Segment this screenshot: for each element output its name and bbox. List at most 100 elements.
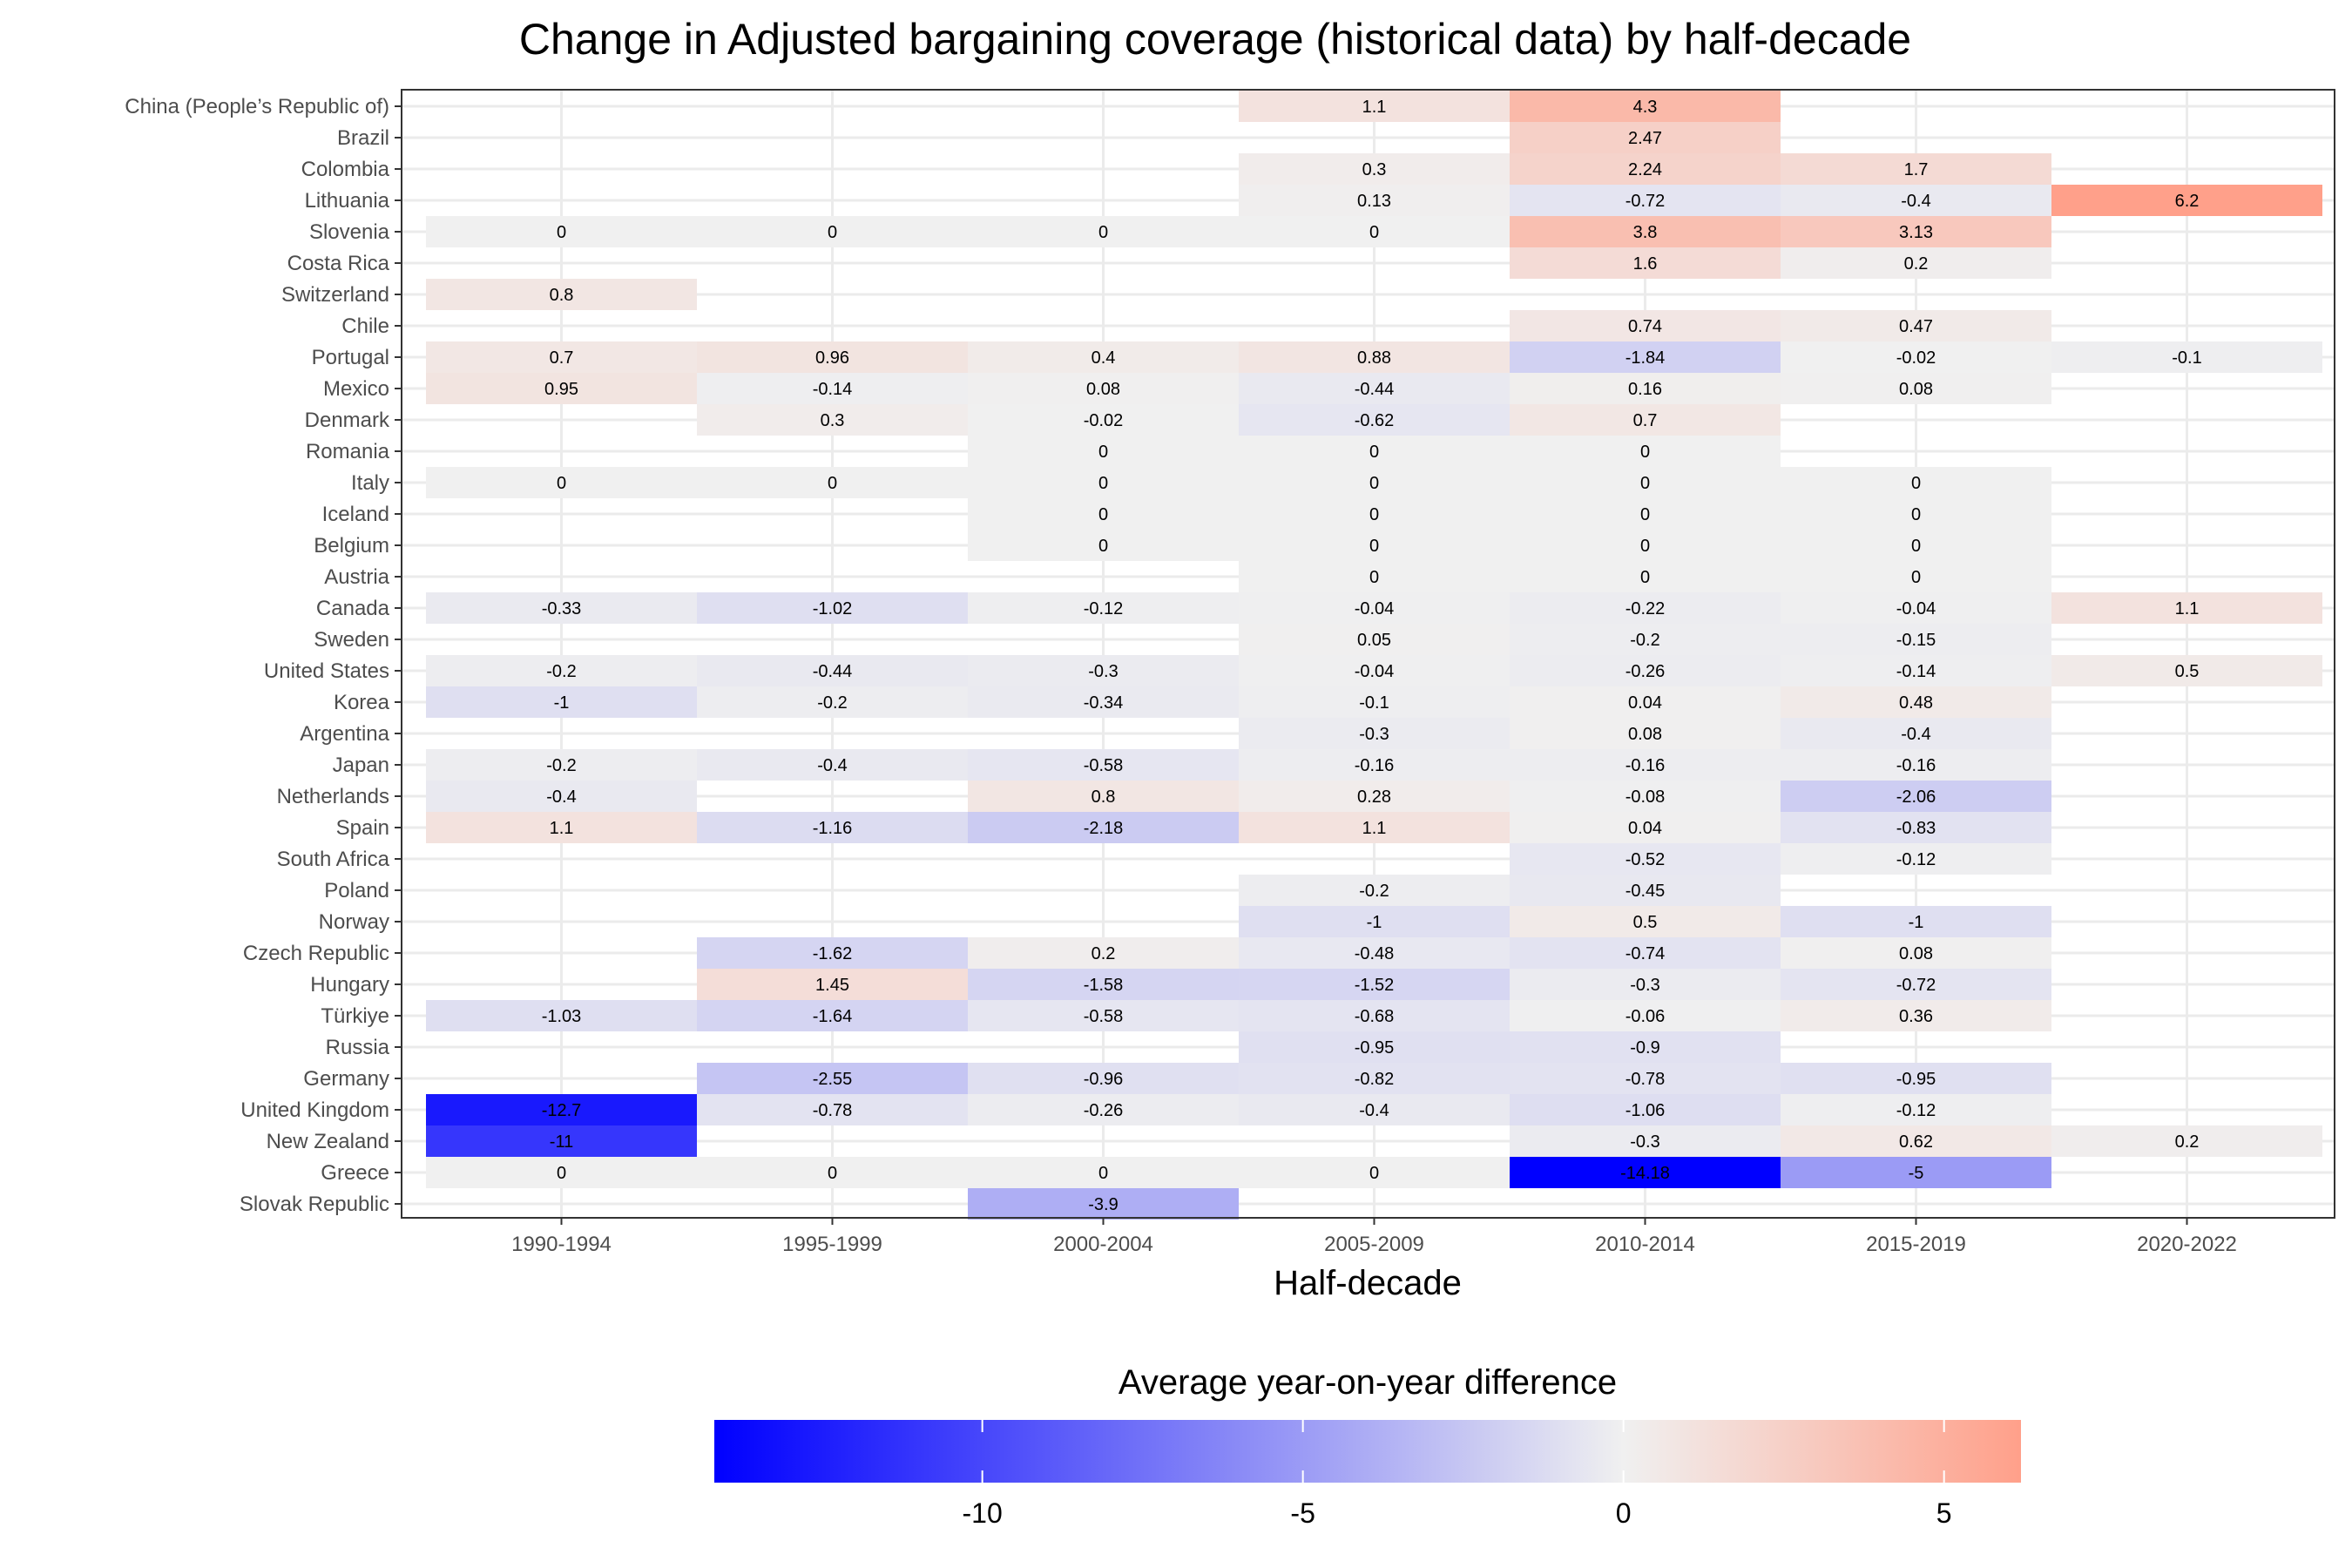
cell-value-label: 0 xyxy=(557,1164,566,1183)
cell-value-label: -0.12 xyxy=(1896,850,1936,869)
cell-value-label: -0.16 xyxy=(1896,756,1936,775)
heatmap-cell xyxy=(1239,467,1510,498)
heatmap-cell xyxy=(968,1063,1239,1094)
heatmap-cell xyxy=(1239,906,1510,937)
cell-value-label: 0.47 xyxy=(1899,317,1933,336)
cell-value-label: 0 xyxy=(1911,568,1921,587)
heatmap-cell xyxy=(697,969,968,1000)
cell-value-label: -2.18 xyxy=(1084,819,1124,838)
heatmap-cell xyxy=(426,1094,697,1125)
heatmap-cell xyxy=(1781,153,2051,185)
cell-value-label: 0 xyxy=(557,223,566,242)
x-tick-label-1990-1994: 1990-1994 xyxy=(511,1233,612,1256)
cell-value-label: -0.58 xyxy=(1084,756,1124,775)
y-tick-label-netherlands: Netherlands xyxy=(277,785,389,808)
y-tick-label-china-people-s-republic-of: China (People’s Republic of) xyxy=(125,95,389,118)
y-tick-label-hungary: Hungary xyxy=(310,973,389,997)
heatmap-cell xyxy=(1781,467,2051,498)
y-tick-label-russia: Russia xyxy=(326,1036,390,1059)
cell-value-label: -0.72 xyxy=(1625,192,1666,211)
cell-value-label: 0 xyxy=(1640,474,1650,493)
cell-value-label: -11 xyxy=(550,1132,573,1152)
y-tick-label-chile: Chile xyxy=(341,314,389,338)
cell-value-label: 0 xyxy=(1369,474,1379,493)
heatmap-cell xyxy=(1510,153,1781,185)
heatmap-cell xyxy=(1781,185,2051,216)
y-tick-label-japan: Japan xyxy=(333,754,389,777)
x-tick-label-2005-2009: 2005-2009 xyxy=(1324,1233,1424,1256)
cell-value-label: -2.55 xyxy=(813,1070,853,1089)
cell-value-label: -0.12 xyxy=(1896,1101,1936,1120)
heatmap-cell xyxy=(1781,530,2051,561)
heatmap-cell xyxy=(1510,906,1781,937)
heatmap-cell xyxy=(1510,561,1781,592)
heatmap-cell xyxy=(697,1063,968,1094)
heatmap-cell xyxy=(1239,404,1510,436)
cell-value-label: -0.4 xyxy=(546,787,576,807)
heatmap-cell xyxy=(1781,718,2051,749)
cell-value-label: 0.3 xyxy=(821,411,845,430)
heatmap-cell xyxy=(1510,969,1781,1000)
cell-value-label: -0.16 xyxy=(1625,756,1666,775)
heatmap-cell xyxy=(1510,310,1781,341)
heatmap-cell xyxy=(1239,875,1510,906)
cell-value-label: -0.08 xyxy=(1625,787,1666,807)
y-tick-label-slovenia: Slovenia xyxy=(309,220,390,244)
heatmap-cell xyxy=(1239,498,1510,530)
cell-value-label: 2.24 xyxy=(1628,160,1662,179)
y-tick-label-new-zealand: New Zealand xyxy=(267,1130,389,1153)
heatmap-cell-labels: 1.1 4.3 2.47 0.3 2.24 1.7 0.13 -0.72 -0.4 6.2 0 0 0 0… xyxy=(542,98,2202,1214)
heatmap-cell xyxy=(1239,781,1510,812)
cell-value-label: 0 xyxy=(1640,568,1650,587)
cell-value-label: -0.96 xyxy=(1084,1070,1124,1089)
cell-value-label: 0 xyxy=(557,474,566,493)
y-tick-label-lithuania: Lithuania xyxy=(305,189,390,213)
heatmap-cell xyxy=(1510,185,1781,216)
heatmap-cell xyxy=(1239,341,1510,373)
heatmap-cell xyxy=(2051,341,2322,373)
heatmap-cell xyxy=(1239,1063,1510,1094)
heatmap-cell xyxy=(697,686,968,718)
heatmap-cell xyxy=(1239,1031,1510,1063)
heatmap-cell xyxy=(1510,781,1781,812)
cell-value-label: 0.13 xyxy=(1357,192,1391,211)
legend-tick-label: 0 xyxy=(1616,1497,1632,1529)
heatmap-cell xyxy=(1510,749,1781,781)
heatmap-cell xyxy=(1239,812,1510,843)
legend-colorbar xyxy=(714,1420,2021,1483)
heatmap-cell xyxy=(1510,404,1781,436)
y-tick-label-switzerland: Switzerland xyxy=(281,283,389,307)
heatmap-cell xyxy=(697,749,968,781)
heatmap-cell xyxy=(2051,185,2322,216)
y-tick-label-czech-republic: Czech Republic xyxy=(243,942,389,965)
cell-value-label: -1.64 xyxy=(813,1007,853,1026)
heatmap-cell xyxy=(1510,498,1781,530)
heatmap-cell xyxy=(1781,843,2051,875)
heatmap-cell xyxy=(1510,247,1781,279)
cell-value-label: -0.15 xyxy=(1896,631,1936,650)
heatmap-cell xyxy=(697,404,968,436)
cell-value-label: 0 xyxy=(1911,474,1921,493)
cell-value-label: 4.3 xyxy=(1633,98,1658,117)
cell-value-label: -0.2 xyxy=(817,693,847,713)
y-axis-ticks: China (People’s Republic of) Brazil Colomb… xyxy=(125,95,402,1216)
cell-value-label: 0.5 xyxy=(2175,662,2200,681)
heatmap-cell xyxy=(697,1000,968,1031)
heatmap-cell xyxy=(1781,1157,2051,1188)
cell-value-label: -0.4 xyxy=(1901,725,1930,744)
heatmap-cell xyxy=(1781,937,2051,969)
x-tick-label-2015-2019: 2015-2019 xyxy=(1866,1233,1966,1256)
cell-value-label: 0.96 xyxy=(815,348,849,368)
x-tick-label-2010-2014: 2010-2014 xyxy=(1595,1233,1695,1256)
heatmap-cell xyxy=(426,467,697,498)
heatmap-cell xyxy=(1781,1000,2051,1031)
cell-value-label: 0 xyxy=(1911,537,1921,556)
cell-value-label: -0.3 xyxy=(1630,1132,1659,1152)
heatmap-cell xyxy=(968,781,1239,812)
cell-value-label: 0 xyxy=(1640,505,1650,524)
cell-value-label: -0.48 xyxy=(1355,944,1395,963)
heatmap-cell xyxy=(968,937,1239,969)
y-tick-label-romania: Romania xyxy=(306,440,390,463)
heatmap-cell xyxy=(1510,122,1781,153)
cell-value-label: -0.04 xyxy=(1355,662,1395,681)
